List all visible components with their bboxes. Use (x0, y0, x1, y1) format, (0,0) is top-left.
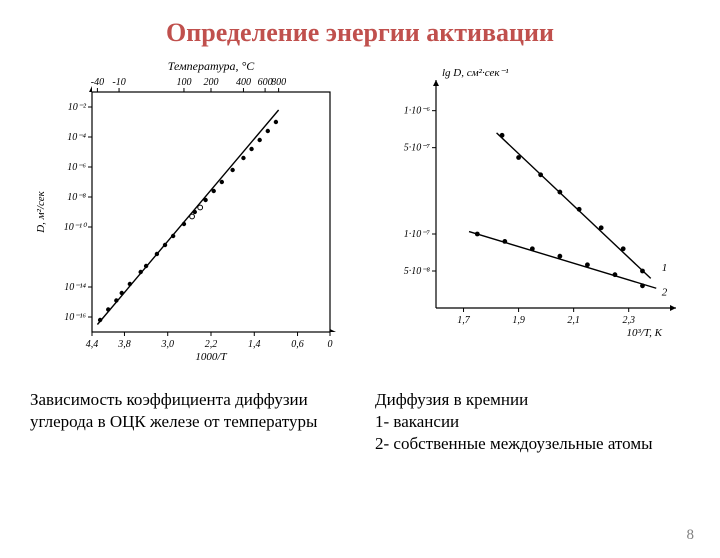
svg-text:5·10⁻⁷: 5·10⁻⁷ (404, 143, 431, 154)
svg-text:0: 0 (328, 339, 333, 350)
svg-text:10⁻¹⁶: 10⁻¹⁶ (64, 312, 86, 323)
svg-text:10⁻¹⁴: 10⁻¹⁴ (64, 282, 86, 293)
svg-text:2,3: 2,3 (622, 315, 635, 326)
svg-text:10⁻⁴: 10⁻⁴ (67, 132, 86, 143)
svg-text:10⁻²: 10⁻² (68, 102, 87, 113)
right-chart: lg D, см²·сек⁻¹ 1·10⁻⁶ 5·10⁻⁷ 1·10⁻⁷ 5·10⁻⁸ 1… (370, 56, 690, 371)
svg-text:3,8: 3,8 (117, 339, 131, 350)
svg-text:5·10⁻⁸: 5·10⁻⁸ (404, 266, 431, 277)
svg-text:10³/T, K: 10³/T, K (627, 327, 663, 339)
left-caption: Зависимость коэффициента диффузии углеро… (30, 389, 345, 455)
svg-text:lg D, см²·сек⁻¹: lg D, см²·сек⁻¹ (442, 67, 509, 79)
svg-text:0,6: 0,6 (291, 339, 304, 350)
svg-text:1000/T: 1000/T (195, 351, 227, 363)
svg-text:1,7: 1,7 (457, 315, 471, 326)
svg-text:2,2: 2,2 (205, 339, 218, 350)
right-caption: Диффузия в кремнии1- вакансии2- собствен… (375, 389, 690, 455)
svg-text:3,0: 3,0 (160, 339, 174, 350)
svg-text:100: 100 (176, 77, 191, 88)
svg-text:1,4: 1,4 (248, 339, 260, 350)
charts-row: Температура, °C-40-101002004006008004,43… (0, 56, 720, 371)
svg-text:Температура, °C: Температура, °C (168, 59, 256, 73)
svg-text:1·10⁻⁷: 1·10⁻⁷ (404, 229, 431, 240)
svg-text:10⁻⁸: 10⁻⁸ (67, 192, 86, 203)
captions-row: Зависимость коэффициента диффузии углеро… (0, 371, 720, 455)
svg-text:10⁻¹⁰: 10⁻¹⁰ (64, 222, 88, 233)
svg-text:D, м²/сек: D, м²/сек (35, 190, 47, 233)
svg-text:-40: -40 (91, 77, 104, 88)
svg-text:1,9: 1,9 (512, 315, 525, 326)
svg-text:200: 200 (204, 77, 219, 88)
slide-title: Определение энергии активации (0, 18, 720, 48)
svg-text:10⁻⁶: 10⁻⁶ (67, 162, 86, 173)
svg-text:1·10⁻⁶: 1·10⁻⁶ (404, 106, 431, 117)
svg-text:-10: -10 (112, 77, 125, 88)
left-chart: Температура, °C-40-101002004006008004,43… (30, 56, 350, 371)
svg-text:1: 1 (662, 262, 668, 274)
svg-text:2,1: 2,1 (567, 315, 580, 326)
page-number: 8 (687, 527, 695, 544)
svg-text:400: 400 (236, 77, 251, 88)
svg-text:2: 2 (662, 287, 668, 299)
svg-text:800: 800 (271, 77, 286, 88)
svg-text:4,4: 4,4 (86, 339, 99, 350)
